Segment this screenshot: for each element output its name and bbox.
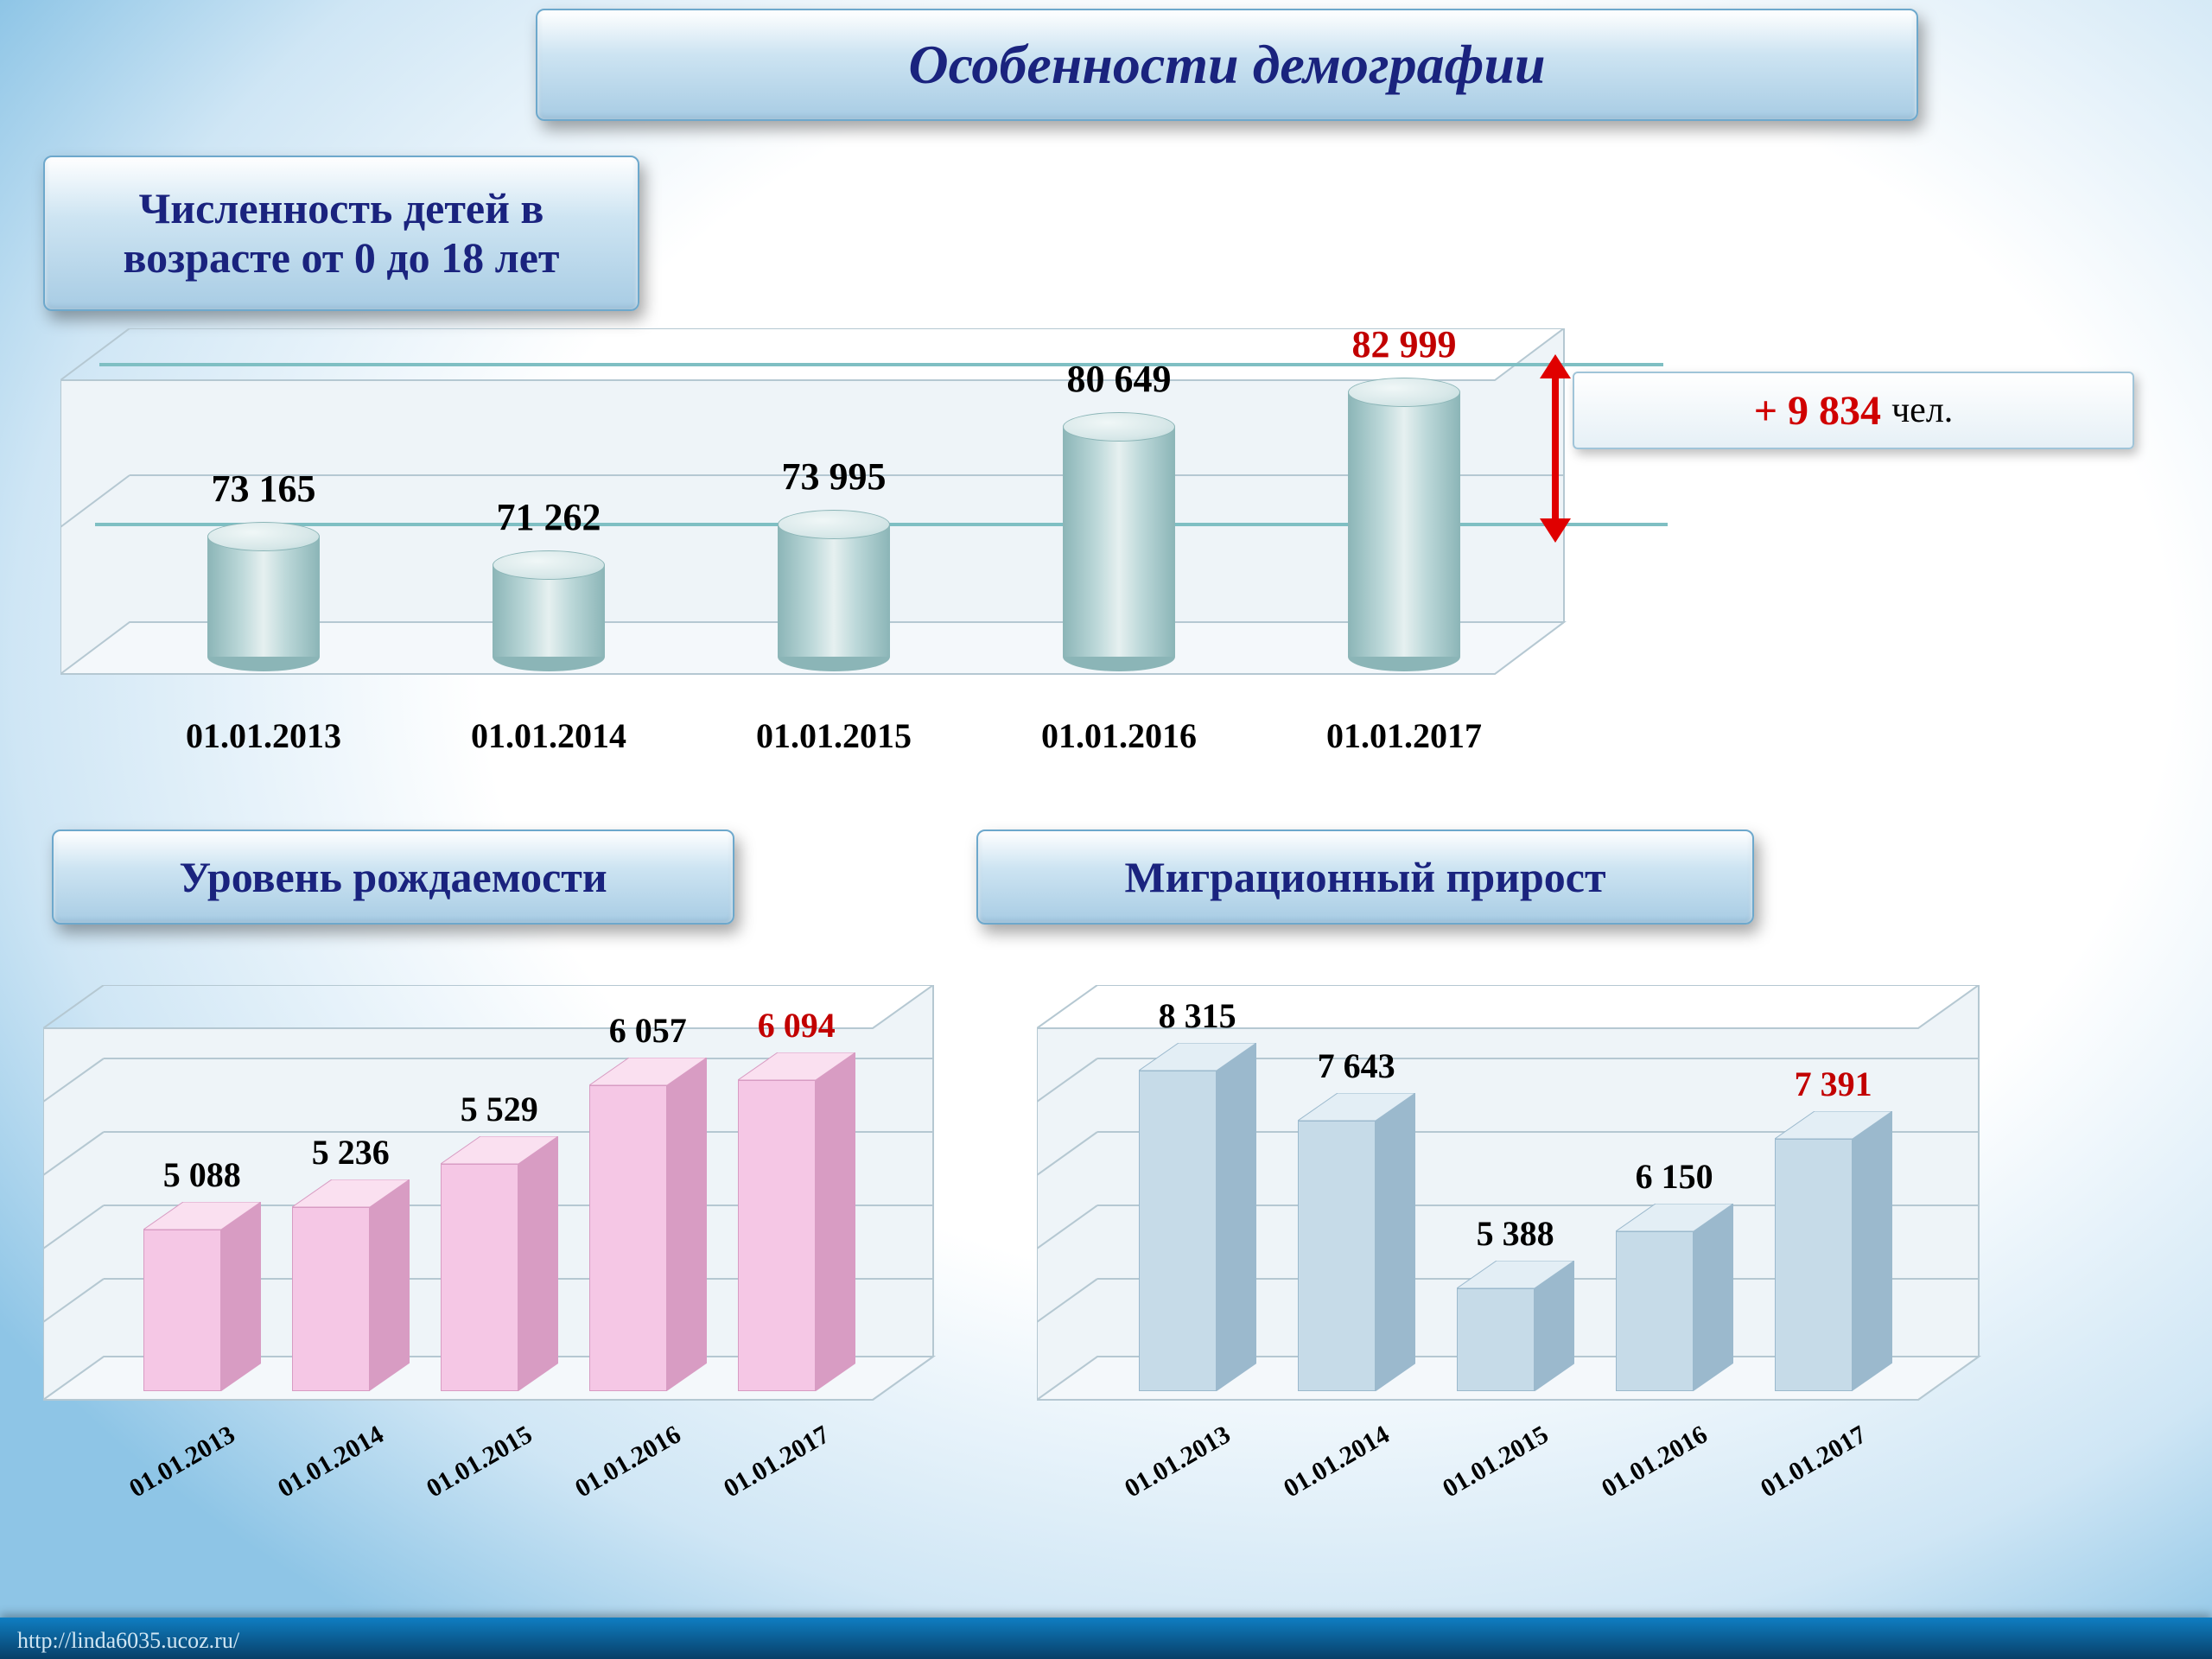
chart3-value-label: 6 150 [1636,1156,1713,1197]
chart2: 5 08801.01.20135 23601.01.20145 52901.01… [43,985,942,1503]
chart3-value-label: 5 388 [1477,1213,1554,1254]
chart1-value-label: 80 649 [1067,357,1172,401]
chart1-bar [493,565,605,657]
chart1-bar [207,537,320,657]
chart2-title: Уровень рождаемости [52,830,734,925]
chart2-bar [589,1058,707,1391]
footer-url: http://linda6035.ucoz.ru/ [17,1628,239,1654]
chart2-bar [143,1202,261,1391]
chart3-bar [1457,1261,1574,1391]
chart3-bar [1616,1204,1733,1391]
callout-value: + 9 834 [1754,387,1881,435]
chart1-delta-arrow [1529,354,1581,544]
chart1-category-label: 01.01.2014 [471,715,626,756]
chart2-value-label: 6 057 [609,1010,687,1051]
chart1-value-label: 82 999 [1352,322,1457,366]
chart1-value-label: 73 995 [782,454,887,499]
chart3-value-label: 8 315 [1159,995,1236,1036]
chart3-value-label: 7 391 [1795,1064,1872,1104]
main-title: Особенности демографии [536,9,1918,121]
chart1-category-label: 01.01.2016 [1041,715,1197,756]
chart1-value-label: 71 262 [497,495,601,539]
chart1-bar [1348,392,1460,657]
chart2-value-label: 6 094 [758,1005,836,1046]
chart1-category-label: 01.01.2017 [1326,715,1482,756]
callout-unit: чел. [1891,390,1953,431]
chart1: 73 165 01.01.2013 71 262 01.01.2014 73 995 01… [60,328,1581,812]
chart3-bar [1775,1111,1892,1391]
chart1-category-label: 01.01.2015 [756,715,912,756]
chart1-bar [1063,427,1175,657]
chart2-value-label: 5 088 [163,1154,241,1195]
chart3-bar [1139,1043,1256,1391]
chart3-value-label: 7 643 [1318,1046,1395,1086]
chart3-title: Миграционный прирост [976,830,1754,925]
chart3-bar [1298,1093,1415,1391]
chart2-bar [738,1052,855,1391]
callout: + 9 834 чел. [1573,372,2134,449]
chart1-value-label: 73 165 [212,467,316,511]
chart2-value-label: 5 236 [312,1132,390,1173]
chart1-title: Численность детей в возрасте от 0 до 18 … [43,156,639,311]
chart2-bar [441,1136,558,1391]
chart2-value-label: 5 529 [461,1089,538,1129]
chart1-bar [778,524,890,657]
chart1-category-label: 01.01.2013 [186,715,341,756]
chart3: 8 31501.01.20137 64301.01.20145 38801.01… [1037,985,1987,1503]
chart2-bar [292,1179,410,1391]
